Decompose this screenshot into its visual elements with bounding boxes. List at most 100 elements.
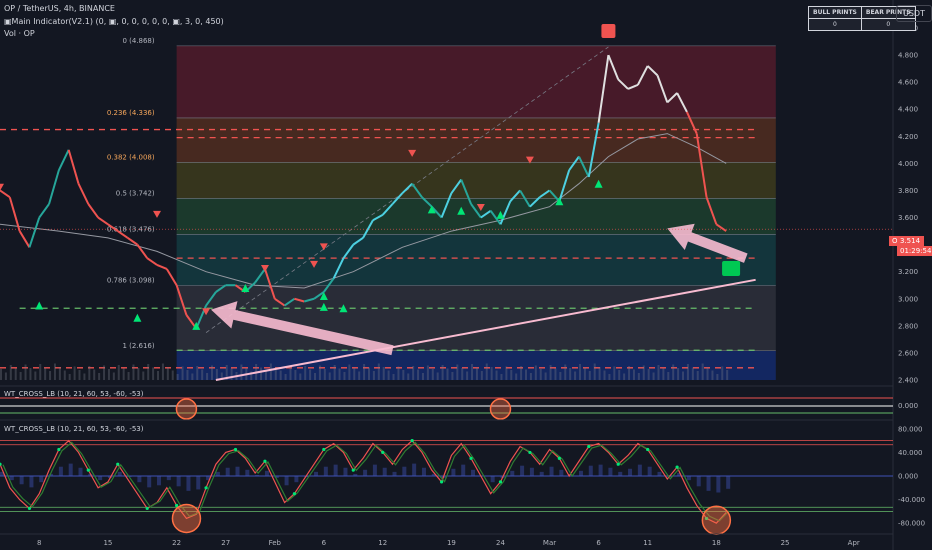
volume-bar bbox=[240, 364, 243, 380]
wt-histogram-bar bbox=[137, 476, 142, 483]
time-axis: 8 15 22 27 Feb 6 12 19 24 Mar 6 11 18 25 Apr bbox=[0, 533, 893, 547]
price-axis-label: 3.200 bbox=[898, 268, 918, 276]
volume-bar bbox=[279, 370, 282, 380]
volume-bar bbox=[392, 374, 395, 380]
wt-histogram-bar bbox=[608, 467, 613, 476]
time-axis-label: 19 bbox=[447, 539, 456, 547]
price-segment bbox=[342, 244, 355, 259]
price-segment bbox=[519, 189, 531, 208]
volume-bar bbox=[9, 365, 12, 380]
price-segment bbox=[646, 65, 659, 77]
volume-bar bbox=[431, 369, 434, 380]
wt-histogram-bar bbox=[215, 471, 220, 476]
volume-bar bbox=[269, 363, 272, 380]
volume-bar bbox=[304, 366, 307, 380]
wt-cross-dot bbox=[351, 468, 355, 472]
fib-zone bbox=[176, 285, 776, 351]
volume-bar bbox=[466, 371, 469, 380]
time-axis-label: Feb bbox=[269, 539, 282, 547]
price-segment bbox=[656, 75, 669, 103]
price-segment bbox=[362, 219, 374, 239]
volume-bar bbox=[171, 370, 174, 380]
wt-histogram-bar bbox=[637, 464, 642, 476]
buy-signal-icon bbox=[192, 321, 201, 330]
wt-cross-dot bbox=[57, 447, 61, 452]
volume-bar bbox=[318, 365, 321, 380]
arrow-shape bbox=[667, 223, 748, 263]
wt-histogram-bar bbox=[323, 466, 328, 476]
wt-histogram-bar bbox=[284, 476, 289, 486]
wt-histogram-bar bbox=[235, 466, 240, 476]
wt-cross-dot bbox=[410, 439, 414, 443]
volume-bar bbox=[117, 365, 120, 380]
wt2-axis-label: 40.000 bbox=[898, 449, 923, 457]
wt-cross-dot bbox=[204, 486, 208, 490]
volume-bar bbox=[186, 370, 189, 380]
sell-signal-icon bbox=[408, 149, 417, 157]
price-segment bbox=[597, 54, 610, 123]
main-indicator-label[interactable]: ▣Main Indicator(V2.1) (0, ▣, 0, 0, 0, 0,… bbox=[4, 17, 224, 26]
wt-histogram-bar bbox=[696, 476, 701, 487]
wt-cross-dot bbox=[704, 516, 709, 521]
volume-bar bbox=[397, 366, 400, 380]
volume-bar bbox=[593, 363, 596, 380]
volume-bar bbox=[603, 370, 606, 380]
price-segment bbox=[568, 156, 580, 171]
volume-bar bbox=[387, 370, 390, 380]
fib-zone bbox=[176, 117, 776, 163]
volume-bar bbox=[88, 366, 91, 380]
time-axis-label: 8 bbox=[37, 539, 41, 547]
volume-bar bbox=[161, 363, 164, 380]
buy-signal-icon bbox=[594, 179, 603, 188]
price-segment bbox=[480, 209, 492, 219]
price-segment bbox=[303, 297, 315, 303]
wt1-line bbox=[2, 441, 730, 522]
volume-bar bbox=[274, 367, 277, 380]
volume-bar bbox=[19, 372, 22, 380]
price-segment bbox=[175, 284, 188, 316]
wt-histogram-bar bbox=[176, 476, 181, 487]
wt-cross-panel-2: WT_CROSS_LB (10, 21, 60, 53, -60, -53) 80… bbox=[0, 419, 925, 535]
price-segment bbox=[205, 291, 217, 307]
volume-bar bbox=[716, 374, 719, 380]
volume-bar bbox=[284, 374, 287, 380]
time-axis-label: 15 bbox=[103, 539, 112, 547]
volume-bar bbox=[726, 370, 729, 380]
volume-bar bbox=[662, 368, 665, 380]
price-segment bbox=[77, 183, 90, 205]
volume-bar bbox=[564, 364, 567, 380]
volume-bar bbox=[147, 364, 150, 380]
price-segment bbox=[695, 133, 708, 198]
volume-bar bbox=[441, 365, 444, 380]
volume-bar bbox=[490, 367, 493, 380]
currency-button[interactable]: USDT bbox=[896, 5, 932, 22]
volume-bar bbox=[608, 374, 611, 380]
volume-bar bbox=[691, 367, 694, 380]
volume-bar bbox=[53, 363, 56, 380]
wt-histogram-bar bbox=[147, 476, 152, 488]
price-axis-label: 2.600 bbox=[898, 349, 918, 357]
fib-zone bbox=[176, 234, 776, 286]
volume-label[interactable]: Vol · OP bbox=[4, 29, 35, 38]
buy-signal-icon bbox=[241, 283, 250, 292]
volume-bar bbox=[485, 363, 488, 380]
wt-cross-dot bbox=[439, 480, 444, 484]
fib-label: 0 (4.868) bbox=[122, 37, 154, 45]
sell-signal-icon bbox=[260, 264, 269, 272]
sell-signal-icon bbox=[476, 204, 485, 212]
price-segment bbox=[57, 149, 70, 171]
highlight-circle bbox=[489, 398, 512, 420]
volume-bar bbox=[421, 373, 424, 380]
volume-bar bbox=[14, 368, 17, 380]
volume-bar bbox=[407, 373, 410, 380]
volume-bar bbox=[323, 369, 326, 380]
wt-cross-dot bbox=[0, 462, 2, 466]
wt-histogram-bar bbox=[255, 474, 260, 476]
volume-bar bbox=[500, 374, 503, 380]
price-segment bbox=[352, 237, 364, 246]
bull-prints-value: 0 bbox=[808, 18, 862, 31]
wt-cross-dot bbox=[646, 447, 650, 452]
volume-bar bbox=[367, 367, 370, 380]
price-segment bbox=[0, 189, 11, 199]
wt-histogram-bar bbox=[686, 476, 691, 481]
